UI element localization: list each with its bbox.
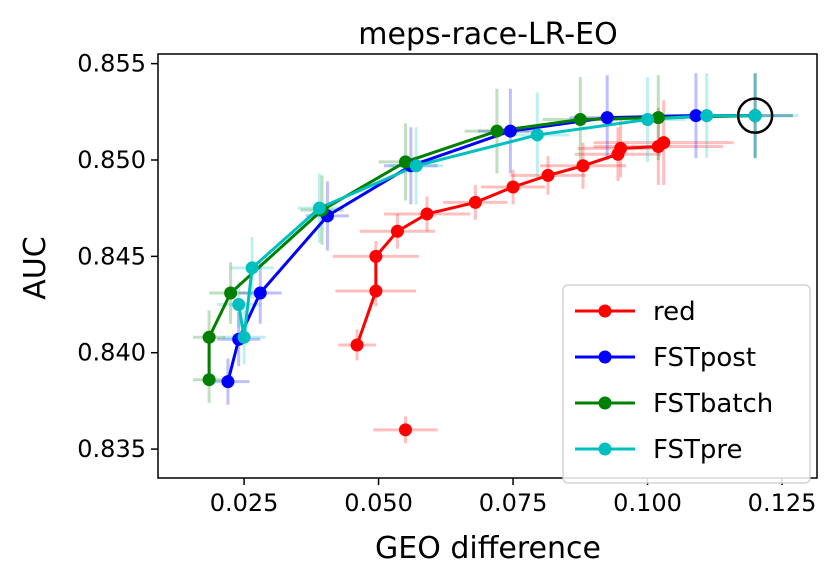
data-point (350, 338, 364, 352)
data-point (232, 298, 246, 312)
legend-marker (598, 396, 612, 410)
y-tick-label: 0.835 (77, 435, 146, 463)
data-point (221, 375, 235, 389)
data-point (490, 124, 504, 138)
data-point (202, 373, 216, 387)
data-point (202, 330, 216, 344)
data-point (748, 109, 762, 123)
x-tick-label: 0.100 (613, 489, 682, 517)
legend-label: red (653, 297, 696, 327)
y-tick-label: 0.855 (77, 50, 146, 78)
legend-label: FSTbatch (653, 389, 773, 419)
legend: red FSTpost FSTbatch FSTpre (562, 284, 811, 484)
data-point (503, 124, 517, 138)
x-axis-label: GEO difference (375, 531, 601, 566)
data-point (398, 155, 412, 169)
legend-label: FSTpre (653, 435, 743, 465)
data-point (576, 159, 590, 173)
data-point (506, 180, 520, 194)
data-point (312, 201, 326, 215)
data-point (641, 113, 655, 127)
legend-label: FSTpost (653, 343, 756, 373)
highlight-circle (736, 97, 774, 134)
legend-marker (598, 304, 612, 318)
data-point (600, 111, 614, 125)
chart-title: meps-race-LR-EO (358, 17, 617, 52)
data-point (224, 286, 238, 300)
y-tick-label: 0.840 (77, 339, 146, 367)
data-point (541, 168, 555, 182)
data-point (530, 128, 544, 142)
data-point (651, 111, 665, 125)
data-point (700, 109, 714, 123)
legend-marker (598, 350, 612, 364)
data-point (657, 136, 671, 150)
data-point (245, 261, 259, 275)
data-point (689, 109, 703, 123)
legend-marker (598, 442, 612, 456)
axes-frame (157, 53, 818, 479)
data-point (253, 286, 267, 300)
data-point (420, 207, 434, 221)
y-tick-label: 0.845 (77, 242, 146, 270)
data-point (398, 423, 412, 437)
plot-area: 0.025 0.050 0.075 0.100 0.125 0.835 0.840 0.845… (77, 50, 818, 517)
data-point (369, 284, 383, 298)
data-point (390, 224, 404, 238)
legend-box (562, 284, 811, 484)
x-tick-label: 0.050 (344, 489, 413, 517)
x-tick-label: 0.125 (748, 489, 817, 517)
y-axis-label: AUC (18, 236, 53, 299)
x-tick-label: 0.075 (479, 489, 548, 517)
data-point (614, 141, 628, 155)
data-point (369, 249, 383, 263)
data-point (237, 330, 251, 344)
y-tick-label: 0.850 (77, 146, 146, 174)
data-point (573, 113, 587, 127)
data-point (468, 195, 482, 209)
data-point (409, 159, 423, 173)
x-tick-label: 0.025 (210, 489, 279, 517)
